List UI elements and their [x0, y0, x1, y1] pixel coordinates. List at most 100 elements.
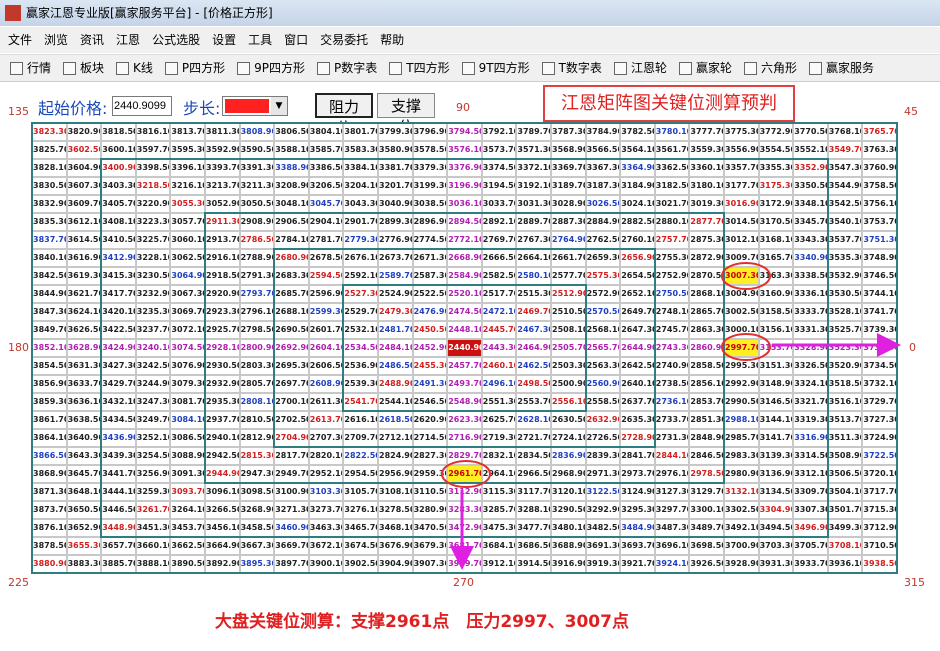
menu-item[interactable]: 浏览 — [44, 33, 69, 47]
grid-cell: 3278.50 — [378, 501, 413, 519]
grid-cell: 3021.70 — [654, 195, 690, 213]
menu-item[interactable]: 江恩 — [116, 33, 141, 47]
grid-cell: 3717.70 — [862, 483, 897, 501]
grid-cell: 3907.30 — [412, 555, 448, 573]
toolbar-label: T数字表 — [558, 61, 602, 75]
grid-cell: 3144.10 — [758, 411, 794, 429]
toolbar-button[interactable]: P四方形 — [164, 55, 225, 81]
grid-cell: 3292.90 — [585, 501, 621, 519]
grid-cell: 3513.70 — [827, 411, 863, 429]
toolbar-icon — [461, 61, 475, 75]
grid-cell: 3012.10 — [724, 231, 759, 249]
grid-cell: 3220.90 — [135, 195, 171, 213]
grid-cell: 3501.70 — [827, 501, 863, 519]
grid-cell: 3247.30 — [135, 393, 171, 411]
toolbar-button[interactable]: 行情 — [10, 55, 51, 81]
toolbar-icon — [389, 61, 403, 75]
grid-cell: 3216.10 — [170, 177, 205, 195]
toolbar-button[interactable]: 板块 — [63, 55, 104, 81]
grid-cell: 2716.90 — [447, 429, 482, 447]
grid-cell: 3348.10 — [793, 195, 828, 213]
grid-cell: 3936.10 — [827, 555, 863, 573]
grid-cell: 3386.50 — [308, 159, 344, 177]
grid-cell: 2798.50 — [239, 321, 275, 339]
grid-cell: 2527.30 — [343, 285, 378, 303]
grid-cell: 3794.50 — [447, 123, 482, 141]
menu-item[interactable]: 帮助 — [380, 33, 405, 47]
resistance-button[interactable]: 阻力位 — [315, 93, 373, 137]
step-color-select[interactable]: ▼ — [222, 96, 288, 116]
menu-item[interactable]: 窗口 — [284, 33, 309, 47]
grid-cell: 3273.70 — [308, 501, 344, 519]
grid-cell: 3218.50 — [135, 177, 171, 195]
toolbar-button[interactable]: P数字表 — [317, 55, 377, 81]
grid-cell: 3547.30 — [827, 159, 863, 177]
grid-cell: 3676.90 — [378, 537, 413, 555]
grid-cell: 2949.70 — [274, 465, 309, 483]
grid-cell: 3108.10 — [378, 483, 413, 501]
grid-cell: 3660.10 — [135, 537, 171, 555]
grid-cell: 2906.50 — [274, 213, 309, 231]
grid-cell: 3828.10 — [32, 159, 67, 177]
grid-cell: 3328.90 — [793, 339, 828, 357]
grid-cell: 2697.70 — [274, 375, 309, 393]
grid-cell: 2592.10 — [343, 267, 378, 285]
toolbar-button[interactable]: K线 — [116, 55, 153, 81]
grid-cell: 3290.50 — [551, 501, 586, 519]
grid-cell: 2805.70 — [239, 375, 275, 393]
grid-cell: 3127.30 — [654, 483, 690, 501]
menu-bar: 文件 浏览 资讯 江恩 公式选股 设置 工具 窗口 交易委托 帮助 — [0, 27, 940, 53]
grid-cell: 2964.10 — [481, 465, 517, 483]
grid-cell: 3804.10 — [308, 123, 344, 141]
grid-cell: 3364.90 — [620, 159, 655, 177]
menu-item[interactable]: 文件 — [8, 33, 33, 47]
grid-cell: 2688.10 — [274, 303, 309, 321]
grid-cell: 3165.70 — [758, 249, 794, 267]
toolbar-button[interactable]: 9P四方形 — [237, 55, 305, 81]
menu-item[interactable]: 资讯 — [80, 33, 105, 47]
menu-item[interactable]: 公式选股 — [152, 33, 201, 47]
grid-cell: 2824.90 — [378, 447, 413, 465]
toolbar-button[interactable]: 六角形 — [743, 55, 797, 81]
toolbar-icon — [237, 61, 251, 75]
grid-cell: 2863.30 — [689, 321, 724, 339]
toolbar-button[interactable]: T四方形 — [389, 55, 450, 81]
grid-cell: 2940.10 — [205, 429, 240, 447]
grid-cell: 3506.50 — [827, 465, 863, 483]
grid-cell: 2668.90 — [447, 249, 482, 267]
grid-cell: 3103.30 — [308, 483, 344, 501]
toolbar-button[interactable]: 赢家轮 — [678, 55, 732, 81]
menu-item[interactable]: 设置 — [212, 33, 237, 47]
grid-cell: 3657.70 — [101, 537, 136, 555]
support-button[interactable]: 支撑位 — [377, 93, 435, 136]
menu-item[interactable]: 工具 — [248, 33, 273, 47]
toolbar-button[interactable]: 江恩轮 — [613, 55, 667, 81]
menu-item[interactable]: 交易委托 — [320, 33, 369, 47]
grid-cell: 2510.50 — [551, 303, 586, 321]
price-square-grid: 3823.30 3820.90 3818.50 3816.10 3813.70 3811.… — [31, 122, 898, 574]
angle-label: 135 — [8, 105, 29, 118]
grid-cell: 3559.30 — [689, 141, 724, 159]
grid-cell: 3667.30 — [239, 537, 275, 555]
grid-cell: 3362.50 — [654, 159, 690, 177]
grid-cell: 3542.50 — [827, 195, 863, 213]
grid-cell: 3184.90 — [620, 177, 655, 195]
grid-cell: 2613.70 — [308, 411, 344, 429]
grid-cell: 2952.10 — [308, 465, 344, 483]
toolbar-button[interactable]: 9T四方形 — [461, 55, 530, 81]
start-price-input[interactable] — [112, 96, 172, 116]
grid-cell: 2644.90 — [620, 339, 655, 357]
grid-cell: 3340.90 — [793, 249, 828, 267]
grid-cell: 3316.90 — [793, 429, 828, 447]
grid-cell: 3307.30 — [793, 501, 828, 519]
grid-cell: 2606.50 — [308, 357, 344, 375]
grid-cell: 2577.70 — [551, 267, 586, 285]
grid-cell: 3926.50 — [689, 555, 724, 573]
toolbar-button[interactable]: 赢家服务 — [808, 55, 874, 81]
app-icon — [5, 5, 21, 21]
grid-cell: 2522.50 — [412, 285, 448, 303]
toolbar-button[interactable]: T数字表 — [541, 55, 602, 81]
grid-cell: 3204.10 — [343, 177, 378, 195]
grid-cell: 2642.50 — [620, 357, 655, 375]
grid-cell: 2709.70 — [343, 429, 378, 447]
